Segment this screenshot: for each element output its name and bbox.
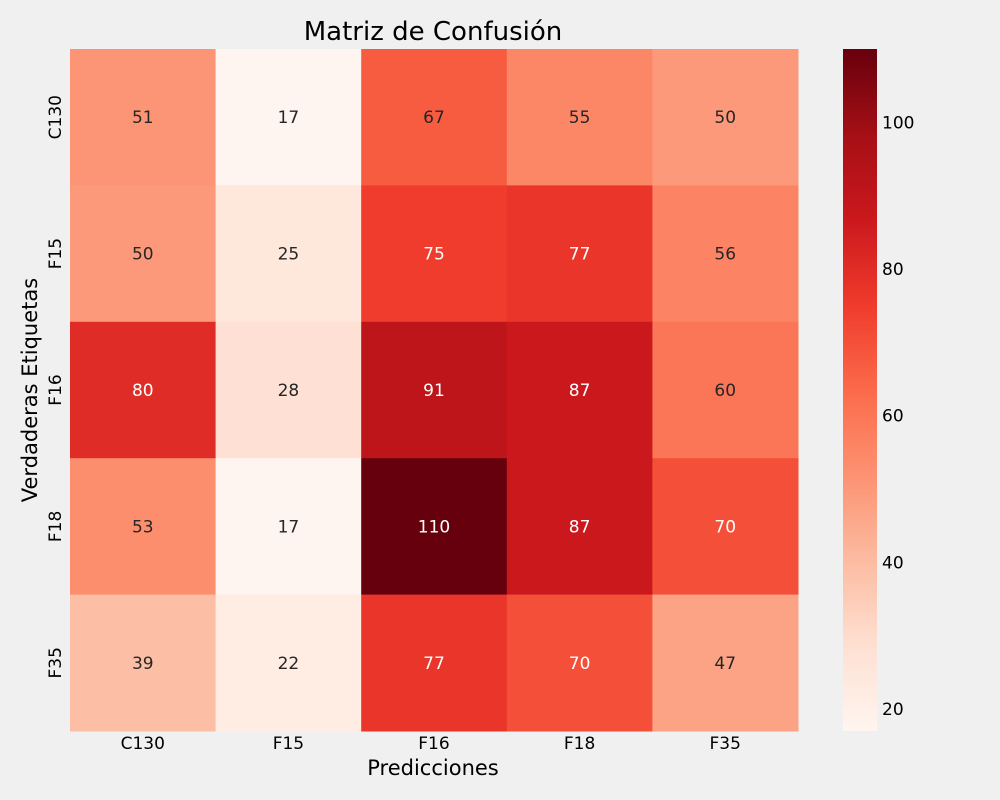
y-tick-label: F15: [46, 238, 66, 269]
colorbar-ticks: 20 40 60 80 100: [882, 113, 914, 720]
heatmap-cell: [361, 49, 508, 186]
heatmap-cell: [506, 49, 653, 186]
y-tick-label: F16: [46, 374, 66, 405]
cell-value-label: 28: [278, 381, 300, 401]
cell-value-label: 77: [569, 245, 591, 265]
heatmap-cell: [70, 321, 217, 459]
chart-title: Matriz de Confusión: [304, 17, 562, 47]
cell-value-label: 80: [132, 381, 154, 401]
cell-value-label: 91: [423, 381, 445, 401]
heatmap-cell: [361, 321, 508, 459]
colorbar-tick-label: 40: [882, 553, 904, 573]
cell-value-label: 51: [132, 108, 154, 128]
cell-value-label: 53: [132, 517, 154, 537]
heatmap-cell: [652, 185, 799, 323]
cell-value-label: 77: [423, 654, 445, 674]
heatmap-cell: [215, 49, 362, 186]
cell-value-label: 47: [714, 654, 736, 674]
heatmap-cell: [70, 458, 217, 596]
heatmap-cell: [652, 458, 799, 596]
heatmap-cell: [361, 594, 508, 732]
y-axis-label: Verdaderas Etiquetas: [18, 278, 42, 502]
cell-value-label: 87: [569, 517, 591, 537]
heatmap-cell: [506, 594, 653, 732]
heatmap-cell: [215, 458, 362, 596]
x-tick-label: F18: [564, 734, 595, 754]
colorbar-tick-label: 80: [882, 260, 904, 280]
y-tick-label: F35: [46, 647, 66, 678]
heatmap-cell: [361, 458, 508, 596]
x-tick-labels: C130 F15 F16 F18 F35: [121, 734, 741, 754]
heatmap-cell: [70, 594, 217, 732]
cell-value-label: 25: [278, 245, 300, 265]
cell-value-label: 70: [569, 654, 591, 674]
heatmap-cell: [652, 321, 799, 459]
heatmap-cells: 51 17 67 55 50 50 25 75 77 56 80 28 91 87 60 53 17 110 87 7…: [70, 49, 799, 732]
cell-value-label: 17: [278, 517, 300, 537]
heatmap-cell: [361, 185, 508, 323]
cell-value-label: 22: [278, 654, 300, 674]
cell-value-label: 67: [423, 108, 445, 128]
cell-value-label: 56: [714, 245, 736, 265]
cell-value-label: 50: [714, 108, 736, 128]
x-tick-label: F15: [273, 734, 304, 754]
cell-value-label: 110: [418, 517, 450, 537]
cell-value-label: 87: [569, 381, 591, 401]
x-tick-label: F35: [709, 734, 740, 754]
x-tick-label: C130: [121, 734, 165, 754]
colorbar: [843, 49, 877, 731]
x-tick-label: F16: [418, 734, 449, 754]
heatmap-cell: [506, 458, 653, 596]
y-tick-labels: C130 F15 F16 F18 F35: [46, 95, 66, 678]
heatmap-cell: [215, 321, 362, 459]
heatmap-cell: [506, 321, 653, 459]
heatmap-cell: [215, 594, 362, 732]
heatmap-cell: [506, 185, 653, 323]
cell-value-label: 50: [132, 245, 154, 265]
heatmap-cell: [70, 185, 217, 323]
y-tick-label: C130: [46, 95, 66, 139]
colorbar-tick-label: 100: [882, 113, 914, 133]
heatmap-cell: [652, 49, 799, 186]
cell-value-label: 60: [714, 381, 736, 401]
cell-value-label: 75: [423, 245, 445, 265]
cell-value-label: 39: [132, 654, 154, 674]
colorbar-tick-label: 20: [882, 700, 904, 720]
cell-value-label: 70: [714, 517, 736, 537]
heatmap-cell: [215, 185, 362, 323]
cell-value-label: 55: [569, 108, 591, 128]
y-tick-label: F18: [46, 511, 66, 542]
cell-value-label: 17: [278, 108, 300, 128]
heatmap-cell: [652, 594, 799, 732]
x-axis-label: Predicciones: [367, 756, 499, 780]
heatmap-cell: [70, 49, 217, 186]
colorbar-tick-label: 60: [882, 407, 904, 427]
